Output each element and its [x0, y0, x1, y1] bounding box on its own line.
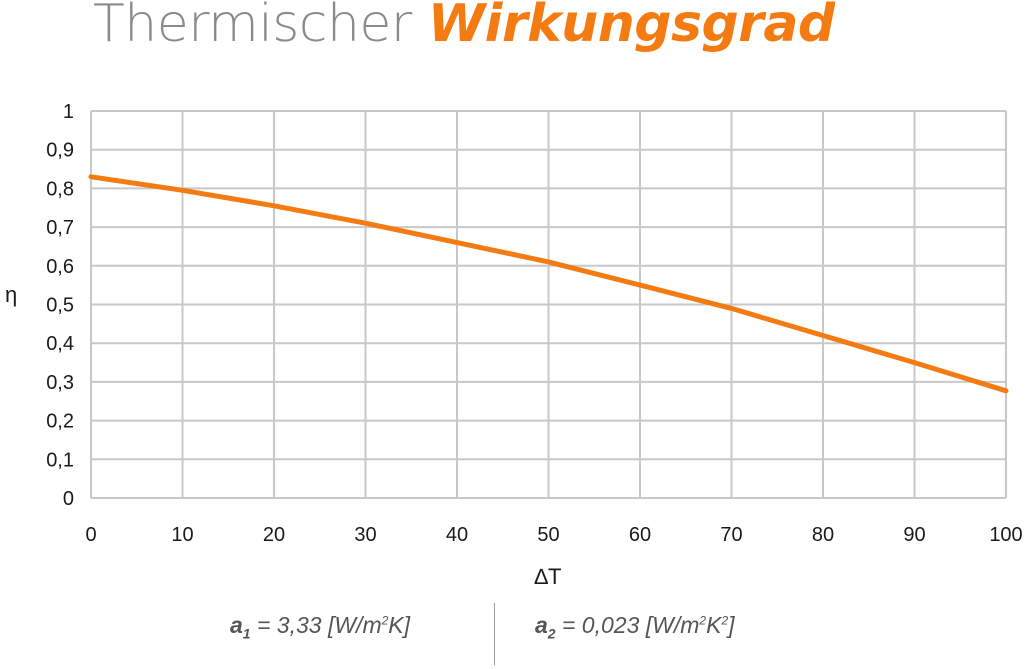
a2-mid: K [706, 612, 722, 638]
x-tick-label: 70 [720, 524, 742, 546]
a1-tail: K] [388, 612, 411, 638]
title-highlight: Wirkungsgrad [427, 0, 835, 54]
x-tick-label: 50 [537, 524, 559, 546]
a2-tail: ] [728, 612, 735, 638]
x-tick-label: 30 [354, 524, 376, 546]
y-tick-label: 0,3 [46, 372, 74, 394]
y-tick-label: 0,1 [46, 449, 74, 471]
y-tick-label: 1 [63, 101, 74, 123]
chart-grid [90, 110, 1007, 499]
a2-exp: 2 [699, 613, 707, 628]
a1-text: = 3,33 [W/m [250, 612, 382, 638]
y-tick-label: 0,4 [46, 333, 74, 355]
x-tick-label: 20 [263, 524, 285, 546]
x-tick-label: 60 [629, 524, 651, 546]
formula-a2: a2 = 0,023 [W/m2K2] [535, 612, 735, 642]
y-tick-label: 0 [63, 488, 74, 510]
x-tick-label: 40 [446, 524, 468, 546]
a2-text: = 0,023 [W/m [555, 612, 700, 638]
y-axis-label: η [5, 282, 17, 307]
a2-symbol: a [535, 612, 548, 638]
a1-exp: 2 [381, 613, 389, 628]
y-tick-label: 0,2 [46, 411, 74, 433]
x-tick-labels: 0 10 20 30 40 50 60 70 80 90 100 [85, 524, 1022, 546]
a2-index: 2 [547, 625, 556, 642]
y-tick-label: 0,8 [46, 178, 74, 200]
title-plain: Thermischer [93, 0, 412, 54]
formula-divider [494, 603, 495, 665]
a2-exp2: 2 [721, 613, 729, 628]
formula-a1: a1 = 3,33 [W/m2K] [230, 612, 410, 642]
y-tick-label: 0,6 [46, 256, 74, 278]
x-tick-label: 80 [812, 524, 834, 546]
x-axis-label: ∆T [535, 564, 562, 589]
x-tick-label: 0 [85, 524, 96, 546]
y-tick-label: 0,9 [46, 140, 74, 162]
chart-title: Thermischer Wirkungsgrad [93, 0, 835, 54]
efficiency-chart: 0 0,1 0,2 0,3 0,4 0,5 0,6 0,7 0,8 0,9 1 0 10 20 30 40 5… [5, 101, 1023, 589]
efficiency-series-line [88, 174, 1009, 394]
x-tick-label: 90 [903, 524, 925, 546]
y-tick-label: 0,7 [46, 217, 74, 239]
y-tick-label: 0,5 [46, 295, 74, 317]
x-tick-label: 100 [989, 524, 1022, 546]
a1-symbol: a [230, 612, 243, 638]
a1-index: 1 [242, 625, 251, 642]
y-tick-labels: 0 0,1 0,2 0,3 0,4 0,5 0,6 0,7 0,8 0,9 1 [46, 101, 74, 510]
x-tick-label: 10 [171, 524, 193, 546]
